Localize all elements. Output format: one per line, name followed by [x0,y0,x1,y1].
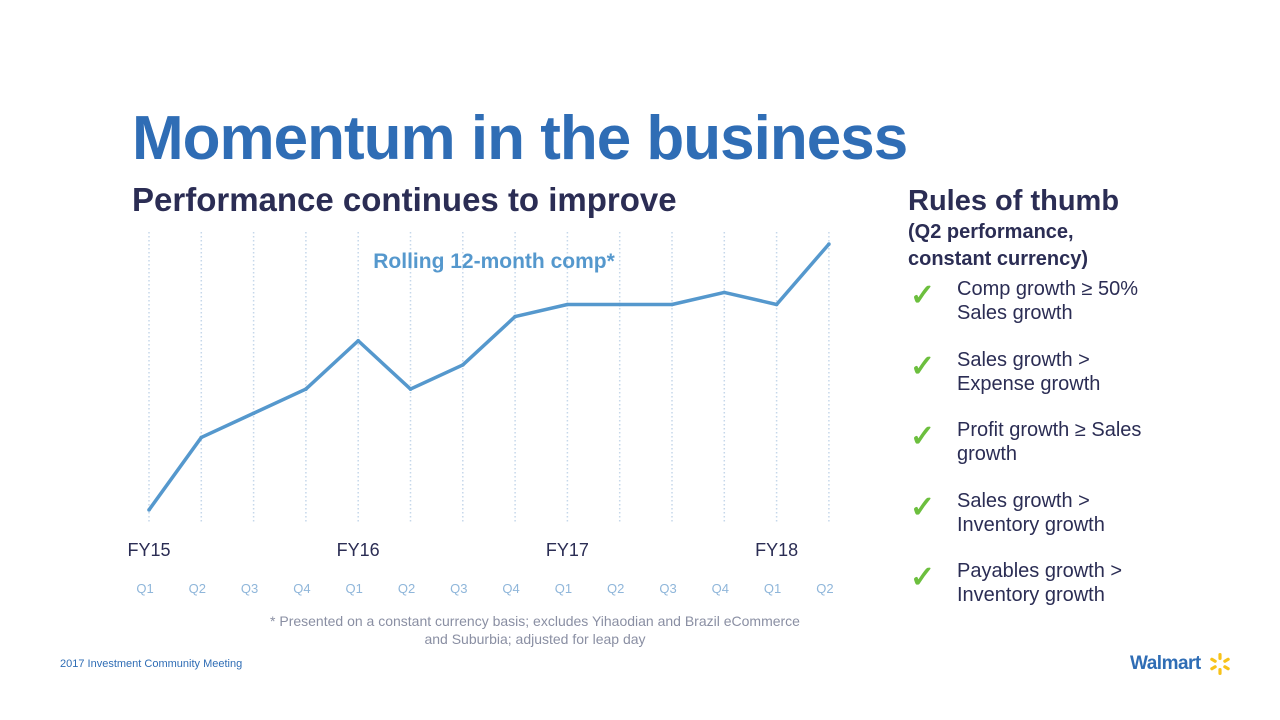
chart-series [147,242,831,512]
spark-ray [1223,665,1230,671]
data-point [251,411,256,416]
x-tick-label: Q2 [189,581,206,596]
x-tick-label: Q4 [293,581,310,596]
x-tick-label: Q4 [502,581,519,596]
logo-wordmark: Walmart [1130,653,1201,674]
rules-subtitle: (Q2 performance, constant currency) [908,221,1089,270]
spark-icon [1210,653,1230,675]
rule-item: ✓ Sales growth > Expense growth [910,348,1170,419]
x-tick-label: Q2 [398,581,415,596]
year-label: FY17 [546,540,589,560]
data-point [408,387,413,391]
x-tick-label: Q2 [607,581,624,596]
rule-text: Profit growth ≥ Sales growth [957,419,1142,465]
x-tick-label: Q1 [136,581,153,596]
x-tick-label: Q4 [712,581,729,596]
data-point [670,302,674,307]
footer-meeting-label: 2017 Investment Community Meeting [60,658,243,670]
year-label: FY18 [755,540,798,560]
spark-ray [1223,657,1230,663]
spark-ray [1210,657,1217,663]
x-tick-label: Q3 [450,581,467,596]
slide-subtitle: Performance continues to improve [132,181,677,218]
year-label: FY16 [337,540,380,560]
rules-title: Rules of thumb [908,185,1120,217]
x-tick-label: Q2 [816,581,833,596]
year-labels: FY15 FY16 FY17 FY18 [127,540,798,560]
x-tick-label: Q1 [764,581,781,596]
checkmark-icon: ✓ [910,490,936,524]
spark-ray [1218,653,1222,660]
spark-ray [1210,665,1217,671]
x-tick-label: Q1 [346,581,363,596]
data-point [304,387,308,391]
line-chart: Rolling 12-month comp* FY15 FY16 FY17 FY18 … [127,232,834,596]
checkmark-icon: ✓ [910,420,936,453]
data-point [617,302,622,307]
checkmark-icon: ✓ [910,349,936,383]
rule-item: ✓ Payables growth > Inventory growth [910,559,1170,630]
data-point [461,363,465,367]
rule-text: Sales growth > Expense growth [957,348,1101,395]
year-label: FY15 [127,540,170,560]
rule-text: Sales growth > Inventory growth [957,489,1105,536]
chart-gridlines [148,232,830,522]
data-point [513,314,517,319]
series-line [147,242,831,511]
data-point [827,242,831,246]
data-point [356,338,361,343]
rule-item: ✓ Sales growth > Inventory growth [910,489,1170,560]
checkmark-icon: ✓ [910,561,936,594]
x-tick-label: Q3 [241,581,258,596]
rule-text: Payables growth > Inventory growth [957,560,1123,606]
chart-title: Rolling 12-month comp* [373,250,615,273]
data-point [774,302,779,307]
data-point [199,435,204,440]
data-point [147,508,151,512]
quarter-labels: Q1 Q2 Q3 Q4 Q1 Q2 Q3 Q4 Q1 Q2 Q3 Q4 Q1 Q2 [136,581,833,596]
walmart-logo: Walmart [1130,652,1232,680]
data-point [722,290,727,295]
rules-list: ✓ Comp growth ≥ 50% Sales growth ✓ Sales… [910,277,1170,630]
rule-item: ✓ Comp growth ≥ 50% Sales growth [910,277,1170,348]
data-point [565,302,570,307]
footnote: * Presented on a constant currency basis… [270,613,800,647]
spark-ray [1218,668,1222,675]
rule-item: ✓ Profit growth ≥ Sales growth [910,418,1170,489]
x-tick-label: Q3 [659,581,676,596]
slide-title: Momentum in the business [132,104,908,173]
rule-text: Comp growth ≥ 50% Sales growth [957,278,1139,324]
x-tick-label: Q1 [555,581,572,596]
checkmark-icon: ✓ [910,279,936,312]
